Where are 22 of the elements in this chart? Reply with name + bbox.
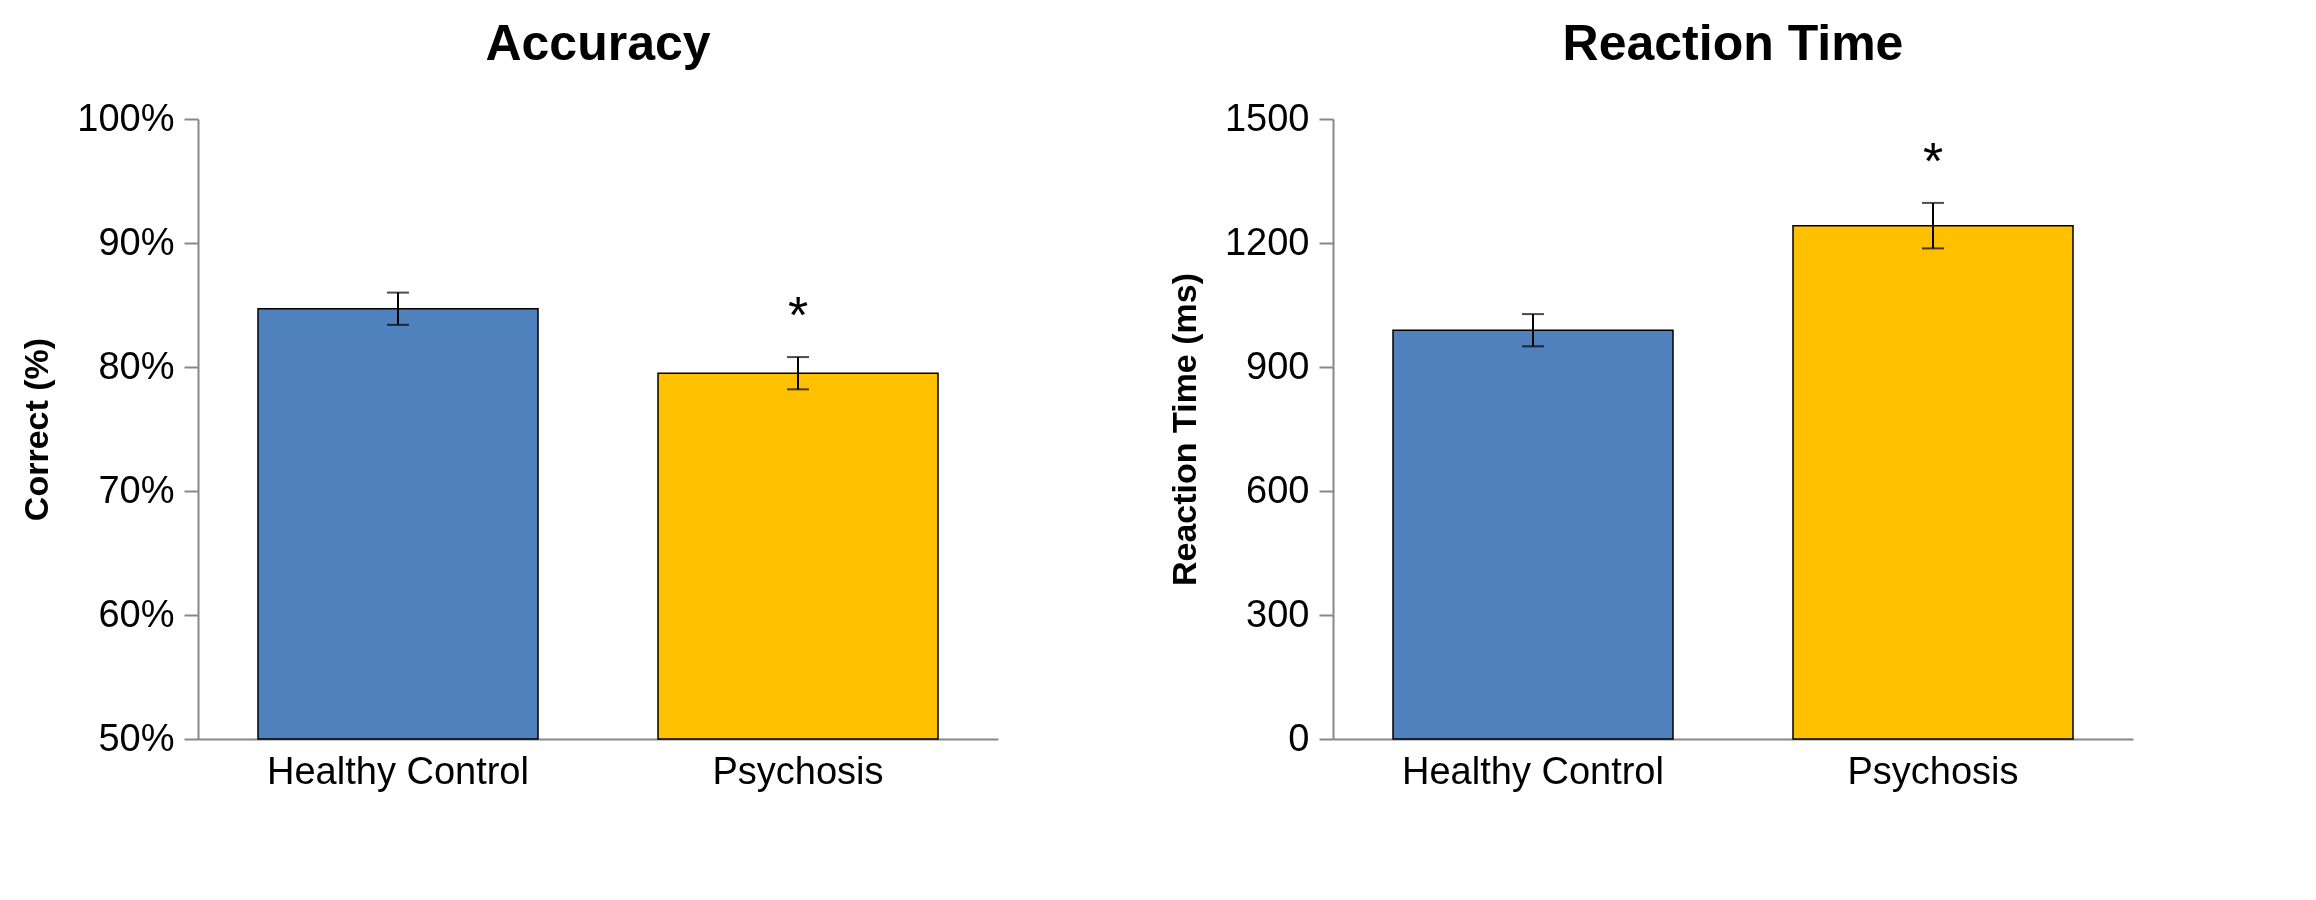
y-tick-label: 600 [1246,468,1310,511]
x-tick-label: Psychosis [1847,749,2019,792]
annotation: * [787,286,809,345]
y-tick-label: 300 [1246,592,1310,635]
y-tick-label: 1500 [1224,96,1310,139]
y-tick-label: 50% [98,716,175,759]
chart-title: Accuracy [485,15,711,71]
y-axis-title: Correct (%) [17,337,56,522]
x-tick-label: Healthy Control [1402,749,1664,792]
x-tick-label: Psychosis [712,749,884,792]
y-tick-label: 900 [1246,344,1310,387]
y-tick-label: 80% [98,344,175,387]
y-axis-title: Reaction Time (ms) [1164,272,1203,587]
y-tick-label: 70% [98,468,175,511]
y-tick-label: 1200 [1224,220,1310,263]
y-tick-label: 60% [98,592,175,635]
y-tick-label: 100% [77,96,175,139]
annotation: * [1922,131,1944,190]
x-tick-label: Healthy Control [267,749,529,792]
chart-title: Reaction Time [1562,15,1904,71]
y-tick-label: 90% [98,220,175,263]
y-tick-label: 0 [1288,716,1310,759]
